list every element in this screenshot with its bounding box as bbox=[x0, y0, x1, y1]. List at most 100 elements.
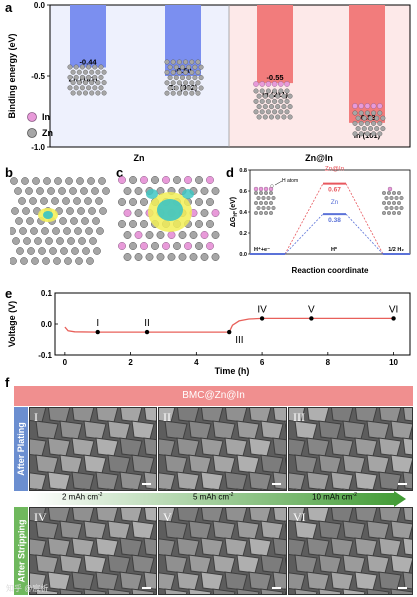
zn-atom bbox=[167, 64, 173, 70]
zn-atom bbox=[95, 90, 101, 96]
sidebar-after-plating-label: After Plating bbox=[16, 422, 27, 476]
zn-atom bbox=[374, 126, 380, 132]
y-tick-label: 0.0 bbox=[34, 1, 46, 10]
in-atom bbox=[184, 242, 192, 250]
zn-atom bbox=[134, 187, 143, 195]
stage-label: I bbox=[96, 318, 99, 329]
zn-atom bbox=[195, 90, 201, 96]
zn-atom bbox=[195, 69, 201, 75]
sem-tile-label: III bbox=[293, 410, 305, 424]
zn-atom bbox=[381, 191, 386, 196]
group-label-znin: Zn@In bbox=[305, 153, 333, 163]
zn-atom bbox=[29, 197, 37, 205]
sem-tile-label: IV bbox=[34, 510, 47, 524]
zn-atom bbox=[70, 69, 76, 75]
bar bbox=[165, 5, 201, 76]
in-atom bbox=[352, 103, 358, 109]
sem-image-iii: III bbox=[288, 407, 413, 491]
zn-atom bbox=[151, 176, 159, 184]
zn-atom bbox=[86, 85, 92, 91]
zn-atom bbox=[129, 220, 137, 228]
zn-atom bbox=[381, 211, 386, 216]
sidebar-after-plating: After Plating bbox=[14, 407, 28, 491]
zn-atom bbox=[262, 114, 268, 120]
stage-marker bbox=[95, 329, 100, 335]
zn-atom bbox=[19, 227, 27, 235]
sem-image-v: V bbox=[158, 507, 287, 595]
panel-label-f: f bbox=[5, 375, 10, 390]
zn-atom bbox=[284, 88, 290, 94]
y-tick-label: 0.1 bbox=[41, 289, 53, 298]
sidebar-after-stripping: After Stripping bbox=[14, 507, 28, 595]
zn-atom bbox=[272, 88, 278, 94]
zn-atom bbox=[189, 90, 195, 96]
zn-atom bbox=[275, 93, 281, 99]
zn-atom bbox=[89, 69, 95, 75]
zn-atom bbox=[82, 247, 90, 255]
zn-atom bbox=[92, 85, 98, 91]
series-value-label: 0.38 bbox=[328, 217, 341, 224]
stage-marker bbox=[391, 316, 396, 321]
zn-atom bbox=[264, 211, 269, 216]
zn-atom bbox=[189, 253, 198, 261]
zn-atom bbox=[73, 64, 79, 70]
zn-atom bbox=[192, 85, 198, 91]
zn-atom bbox=[15, 217, 23, 225]
bar-value-label: -0.50 bbox=[174, 66, 191, 75]
zn-atom bbox=[12, 237, 20, 245]
y-tick-label: 0.0 bbox=[239, 252, 247, 258]
zn-atom bbox=[198, 75, 204, 81]
in-atom bbox=[364, 103, 371, 109]
zn-atom bbox=[129, 176, 137, 184]
zn-atom bbox=[30, 227, 38, 235]
zn-atom bbox=[27, 247, 35, 255]
in-atom bbox=[162, 176, 170, 184]
zn-atom bbox=[386, 191, 391, 196]
zn-atom bbox=[381, 201, 386, 206]
series-name: Zn@In bbox=[325, 166, 345, 173]
x-axis-label: Reaction coordinate bbox=[292, 266, 369, 275]
zn-atom bbox=[10, 227, 16, 235]
zn-atom bbox=[352, 110, 358, 116]
zn-atom bbox=[156, 231, 165, 239]
zn-atom bbox=[11, 207, 19, 215]
in-atom bbox=[268, 186, 274, 192]
zn-atom bbox=[377, 120, 383, 126]
zn-atom bbox=[49, 247, 57, 255]
transition-dash bbox=[345, 183, 384, 255]
zn-atom bbox=[167, 75, 173, 81]
zn-atom bbox=[189, 69, 195, 75]
zn-atom bbox=[31, 257, 39, 265]
zn-atom bbox=[198, 64, 204, 70]
sem-tile-label: V bbox=[163, 510, 172, 524]
zn-atom bbox=[59, 217, 67, 225]
chart-d-free-energy: 0.0 0.2 0.4 0.6 0.8 Zn@In 0.67 Zn 0.38 H⁺+e⁻ H* 1/… bbox=[230, 166, 411, 275]
zn-atom bbox=[102, 187, 110, 195]
zn-atom bbox=[256, 196, 261, 201]
zn-atom bbox=[389, 196, 394, 201]
zn-atom bbox=[264, 191, 269, 196]
zn-atom bbox=[79, 64, 85, 70]
zn-atom bbox=[189, 231, 198, 239]
annotation-arrow bbox=[274, 180, 283, 186]
zn-atom bbox=[47, 187, 55, 195]
zn-atom bbox=[36, 187, 44, 195]
panel-label-c: c bbox=[116, 165, 124, 180]
bar-value-label: -0.83 bbox=[358, 113, 375, 122]
zn-atom bbox=[164, 69, 170, 75]
zn-atom bbox=[98, 74, 104, 80]
zn-atom bbox=[92, 217, 100, 225]
zn-atom bbox=[364, 120, 370, 126]
panel-label-a: a bbox=[5, 0, 13, 15]
in-atom bbox=[277, 81, 284, 87]
panel-label-d: d bbox=[226, 165, 234, 180]
zn-atom bbox=[278, 98, 284, 104]
current-label-2: 2 mAh cm-2 bbox=[62, 492, 103, 502]
zn-atom bbox=[51, 197, 59, 205]
zn-atom bbox=[87, 177, 95, 185]
bar-value-label: -0.55 bbox=[266, 73, 283, 82]
plot-frame bbox=[249, 169, 411, 255]
zn-atom bbox=[23, 237, 31, 245]
zn-atom bbox=[269, 191, 274, 196]
